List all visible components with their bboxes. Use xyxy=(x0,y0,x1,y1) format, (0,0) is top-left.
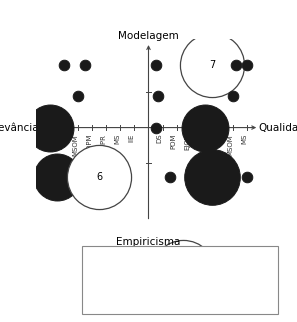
Text: 4: 4 xyxy=(133,300,138,309)
Text: IJPR: IJPR xyxy=(100,134,106,147)
Point xyxy=(54,175,59,180)
Text: 2: 2 xyxy=(103,300,108,309)
Point xyxy=(153,63,158,68)
Point xyxy=(75,93,80,98)
Point xyxy=(133,270,138,275)
Text: MS: MS xyxy=(114,134,120,144)
Text: POM: POM xyxy=(58,134,64,149)
Text: Qualidade: Qualidade xyxy=(258,123,297,133)
Point xyxy=(245,63,249,68)
Text: IIE: IIE xyxy=(213,134,219,142)
Point xyxy=(231,93,236,98)
Text: IIE: IIE xyxy=(128,134,134,142)
Point xyxy=(47,125,52,130)
Text: Modelagem: Modelagem xyxy=(118,31,179,41)
Text: 3: 3 xyxy=(116,300,121,309)
Text: MS: MS xyxy=(241,134,247,144)
Point xyxy=(90,270,94,275)
Point xyxy=(210,175,214,180)
Text: POM: POM xyxy=(171,134,177,149)
Text: MSOM: MSOM xyxy=(72,134,78,156)
Point xyxy=(156,93,161,98)
Point xyxy=(69,175,73,180)
Text: #: # xyxy=(179,268,186,277)
Text: 6: 6 xyxy=(96,172,102,182)
Text: 1: 1 xyxy=(90,300,94,309)
Point xyxy=(151,270,155,275)
Point xyxy=(203,125,207,130)
Text: DS: DS xyxy=(157,134,163,143)
Point xyxy=(245,175,249,180)
Text: JOM: JOM xyxy=(199,134,205,147)
Point xyxy=(61,63,66,68)
Text: EJOR: EJOR xyxy=(185,134,191,150)
Text: 5: 5 xyxy=(151,300,155,309)
Text: IJOPM: IJOPM xyxy=(86,134,92,153)
Text: MSOM: MSOM xyxy=(227,134,233,156)
Text: JOM: JOM xyxy=(44,134,50,147)
Point xyxy=(103,270,108,275)
Text: Empiricisma: Empiricisma xyxy=(116,237,181,247)
Point xyxy=(180,270,185,275)
Point xyxy=(61,125,66,130)
Point xyxy=(116,270,121,275)
Point xyxy=(210,63,214,68)
Text: >5: >5 xyxy=(177,300,188,309)
Text: Relevância: Relevância xyxy=(0,123,39,133)
Point xyxy=(97,175,102,180)
Point xyxy=(83,63,87,68)
Point xyxy=(167,175,172,180)
Point xyxy=(153,125,158,130)
Point xyxy=(233,63,238,68)
Text: 7: 7 xyxy=(209,60,215,70)
